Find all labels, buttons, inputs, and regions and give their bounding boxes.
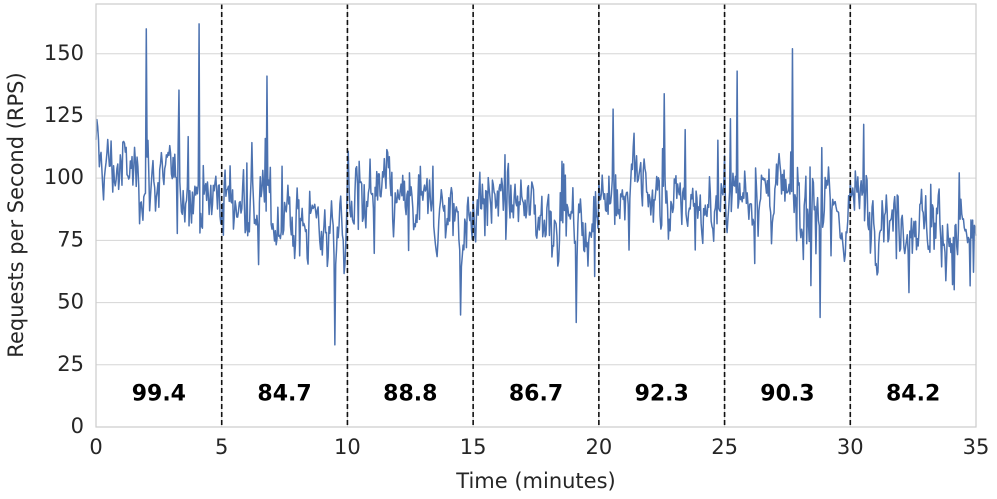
x-tick-label: 25 xyxy=(711,435,738,459)
rps-series-line xyxy=(95,23,977,346)
y-tick-label: 50 xyxy=(57,290,84,314)
segment-mean-label: 84.2 xyxy=(886,382,940,407)
x-axis-title: Time (minutes) xyxy=(455,469,615,493)
segment-mean-label: 84.7 xyxy=(257,382,311,407)
x-tick-label: 15 xyxy=(460,435,487,459)
segment-mean-label: 92.3 xyxy=(635,382,689,407)
x-tick-label: 5 xyxy=(215,435,228,459)
x-tick-labels: 0 5 10 15 20 25 30 35 xyxy=(89,435,989,459)
segment-mean-label: 86.7 xyxy=(509,382,563,407)
x-tick-label: 35 xyxy=(963,435,990,459)
x-tick-label: 10 xyxy=(334,435,361,459)
segment-mean-labels: 99.4 84.7 88.8 86.7 92.3 90.3 84.2 xyxy=(132,382,941,407)
plot-frame xyxy=(95,3,977,428)
y-tick-labels: 0 25 50 75 100 125 150 xyxy=(44,41,84,438)
segment-mean-label: 88.8 xyxy=(383,382,437,407)
y-tick-label: 100 xyxy=(44,165,84,189)
y-tick-label: 125 xyxy=(44,103,84,127)
segment-mean-label: 90.3 xyxy=(760,382,814,407)
x-tick-label: 20 xyxy=(585,435,612,459)
y-tick-label: 150 xyxy=(44,41,84,65)
x-tick-label: 0 xyxy=(89,435,102,459)
y-tick-label: 75 xyxy=(57,227,84,251)
y-tick-label: 25 xyxy=(57,352,84,376)
y-tick-label: 0 xyxy=(71,414,84,438)
segment-mean-label: 99.4 xyxy=(132,382,186,407)
y-axis-title: Requests per Second (RPS) xyxy=(4,72,28,357)
segment-dividers xyxy=(220,4,852,427)
series-layer xyxy=(95,23,977,346)
x-tick-label: 30 xyxy=(837,435,864,459)
